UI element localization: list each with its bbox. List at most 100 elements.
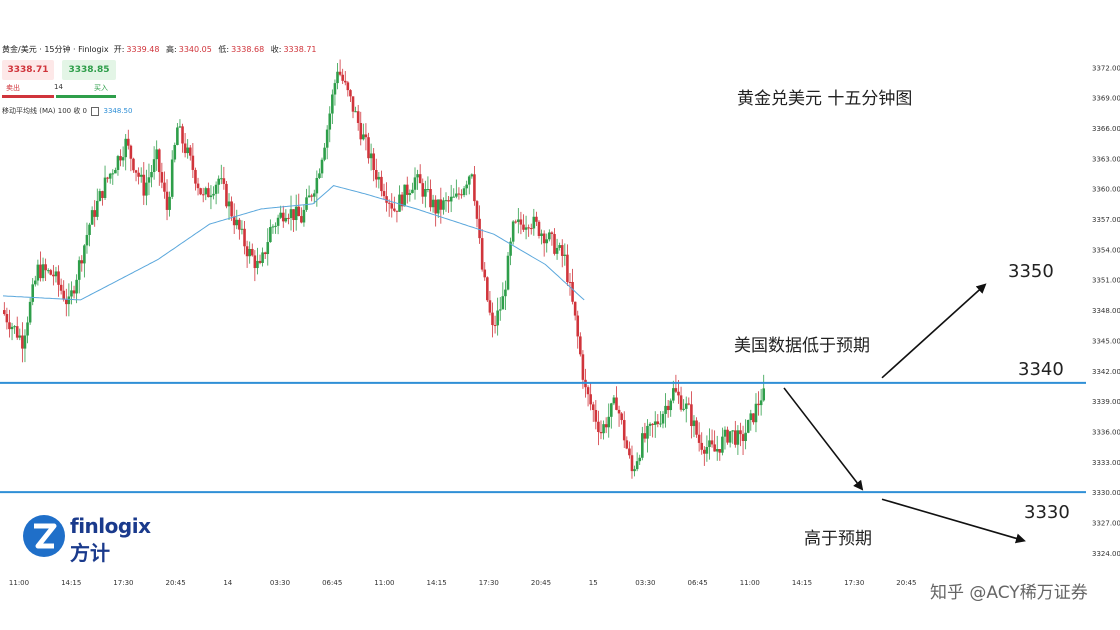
x-tick-label: 11:00 bbox=[374, 579, 394, 587]
close-value: 3338.71 bbox=[283, 45, 317, 54]
candle-up bbox=[540, 233, 543, 236]
candle-up bbox=[416, 174, 419, 178]
candle-down bbox=[535, 216, 538, 222]
quantity-value[interactable]: 14 bbox=[54, 83, 63, 91]
candle-down bbox=[364, 134, 368, 138]
candle-down bbox=[64, 299, 68, 305]
candle-down bbox=[493, 325, 497, 327]
candle-down bbox=[571, 281, 574, 302]
candle-down bbox=[491, 312, 494, 326]
candle-down bbox=[599, 431, 603, 434]
x-tick-label: 20:45 bbox=[166, 579, 186, 587]
candle-up bbox=[398, 194, 401, 212]
candle-up bbox=[227, 201, 231, 207]
x-tick-label: 14:15 bbox=[61, 579, 81, 587]
candle-down bbox=[527, 227, 530, 229]
candle-up bbox=[212, 193, 215, 196]
candle-down bbox=[338, 71, 342, 75]
y-tick-label: 3327.00 bbox=[1092, 519, 1120, 527]
candle-up bbox=[256, 260, 259, 269]
candle-down bbox=[15, 326, 19, 338]
candle-down bbox=[160, 172, 164, 183]
candle-up bbox=[721, 436, 724, 453]
candle-up bbox=[664, 405, 667, 414]
open-value: 3339.48 bbox=[126, 45, 160, 54]
candle-up bbox=[504, 289, 507, 297]
candle-down bbox=[741, 434, 745, 442]
projection-arrow-mid bbox=[783, 387, 864, 491]
candle-up bbox=[661, 413, 665, 424]
candle-down bbox=[591, 404, 595, 411]
candle-down bbox=[457, 193, 461, 195]
candle-down bbox=[625, 440, 629, 449]
candle-up bbox=[462, 188, 466, 196]
candle-down bbox=[475, 201, 479, 219]
buy-price-button[interactable]: 3338.85 bbox=[62, 60, 116, 80]
candle-up bbox=[470, 174, 474, 177]
candle-down bbox=[573, 301, 577, 316]
sell-price-button[interactable]: 3338.71 bbox=[2, 60, 54, 80]
candle-up bbox=[325, 129, 329, 148]
candle-down bbox=[57, 271, 60, 285]
projection-arrows-layer bbox=[783, 283, 1026, 544]
candle-down bbox=[594, 410, 598, 422]
candle-up bbox=[31, 284, 35, 302]
annotation-us-data-lower: 美国数据低于预期 bbox=[734, 336, 870, 356]
candle-down bbox=[519, 219, 523, 225]
logo-text-cn: 方计 bbox=[70, 541, 110, 565]
candle-down bbox=[380, 176, 383, 192]
buy-label: 买入 bbox=[94, 84, 108, 92]
candle-down bbox=[690, 404, 693, 427]
candle-up bbox=[762, 388, 766, 401]
x-tick-label: 14:15 bbox=[792, 579, 812, 587]
candle-up bbox=[294, 206, 298, 221]
candle-down bbox=[581, 354, 585, 380]
candle-down bbox=[439, 199, 443, 210]
candle-up bbox=[98, 191, 102, 201]
candle-up bbox=[426, 189, 430, 191]
candle-up bbox=[498, 309, 502, 311]
candle-down bbox=[434, 199, 437, 214]
candle-up bbox=[147, 177, 151, 183]
candle-up bbox=[209, 195, 213, 198]
sell-label: 卖出 bbox=[6, 84, 20, 92]
candle-up bbox=[77, 260, 81, 280]
candle-down bbox=[225, 183, 228, 207]
candle-down bbox=[349, 90, 352, 97]
candle-down bbox=[726, 429, 729, 443]
moving-average-layer bbox=[2, 185, 585, 301]
candle-down bbox=[374, 170, 378, 180]
candle-down bbox=[586, 387, 590, 395]
candle-down bbox=[390, 203, 394, 209]
candle-up bbox=[289, 209, 293, 219]
candle-up bbox=[669, 400, 673, 411]
x-tick-label: 11:00 bbox=[9, 579, 29, 587]
finlogix-logo: finlogix 方计 bbox=[22, 512, 162, 565]
candle-down bbox=[101, 191, 104, 198]
horizontal-levels-layer bbox=[0, 381, 1086, 494]
sell-bar bbox=[2, 95, 54, 98]
level-label-3330: 3330 bbox=[1024, 502, 1070, 523]
candle-up bbox=[736, 430, 740, 445]
candle-down bbox=[72, 290, 76, 294]
y-tick-label: 3360.00 bbox=[1092, 186, 1120, 194]
candle-down bbox=[604, 424, 608, 428]
candle-up bbox=[517, 219, 520, 222]
candle-down bbox=[480, 238, 484, 270]
candle-up bbox=[271, 226, 275, 228]
candle-up bbox=[168, 196, 171, 210]
candle-down bbox=[677, 391, 680, 396]
candle-up bbox=[75, 279, 78, 294]
candle-up bbox=[413, 177, 417, 190]
candle-up bbox=[653, 421, 657, 425]
candle-down bbox=[132, 158, 135, 171]
watermark: 知乎 @ACY稀万证券 bbox=[930, 583, 1088, 603]
x-tick-label: 14 bbox=[223, 579, 232, 587]
candle-up bbox=[111, 173, 115, 175]
candle-down bbox=[129, 145, 133, 159]
candle-up bbox=[274, 225, 277, 227]
candle-up bbox=[108, 173, 112, 179]
candle-up bbox=[331, 94, 334, 114]
y-tick-label: 3333.00 bbox=[1092, 459, 1120, 467]
candle-down bbox=[8, 322, 11, 330]
